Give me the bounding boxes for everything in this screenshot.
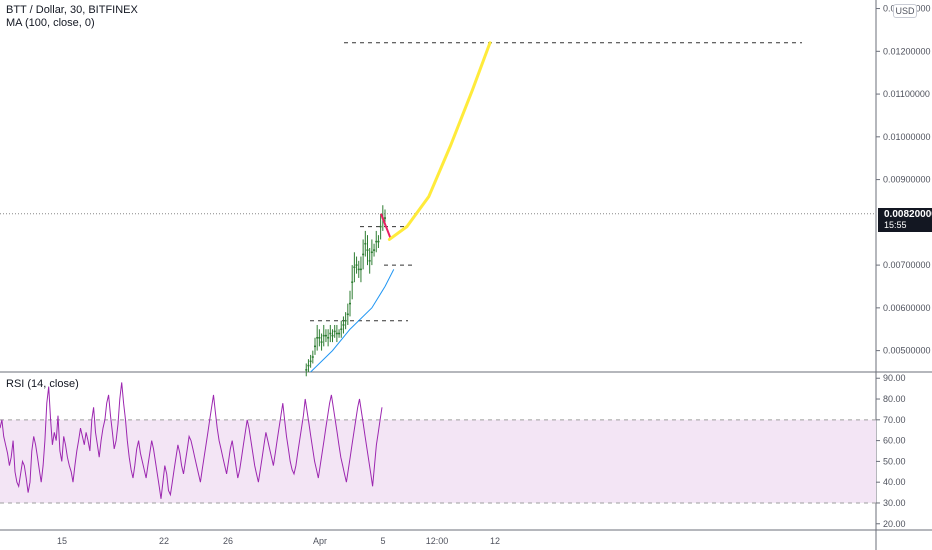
- price-tick-label: 0.01200000: [883, 46, 931, 56]
- rsi-tick-label: 40.00: [883, 477, 906, 487]
- time-tick-label: 22: [159, 536, 169, 546]
- rsi-line: [0, 382, 383, 499]
- price-tick-label: 0.00900000: [883, 175, 931, 185]
- pullback-arrow: [380, 213, 392, 240]
- ma-line: [310, 269, 395, 373]
- currency-button[interactable]: USD: [893, 4, 917, 18]
- price-tick-label: 0.01000000: [883, 132, 931, 142]
- time-tick-label: 12:00: [426, 536, 449, 546]
- price-tick-label: 0.00600000: [883, 303, 931, 313]
- symbol-title[interactable]: BTT / Dollar, 30, BITFINEX: [6, 4, 138, 16]
- time-tick-label: 5: [380, 536, 385, 546]
- price-tick-label: 0.01100000: [883, 89, 930, 99]
- time-tick-label: 12: [490, 536, 500, 546]
- time-tick-label: 15: [57, 536, 67, 546]
- price-tick-label: 0.00700000: [883, 260, 931, 270]
- rsi-legend[interactable]: RSI (14, close): [6, 378, 79, 390]
- projection-curve: [387, 41, 492, 241]
- ma-legend[interactable]: MA (100, close, 0): [6, 17, 95, 29]
- rsi-tick-label: 90.00: [883, 373, 906, 383]
- rsi-axis: 90.00 80.00 70.00 60.00 50.00 40.00 30.00 20.00: [876, 373, 906, 529]
- bar-countdown: 15:55: [884, 220, 907, 230]
- last-price-value: 0.00820000: [884, 209, 932, 220]
- rsi-tick-label: 50.00: [883, 456, 906, 466]
- rsi-tick-label: 20.00: [883, 519, 906, 529]
- rsi-tick-label: 60.00: [883, 436, 906, 446]
- time-tick-label: 26: [223, 536, 233, 546]
- rsi-panel: [0, 382, 876, 504]
- rsi-tick-label: 80.00: [883, 394, 906, 404]
- last-price-tag: 0.00820000 15:55: [878, 208, 932, 232]
- price-tick-label: 0.00500000: [883, 346, 931, 356]
- rsi-tick-label: 70.00: [883, 415, 906, 425]
- rsi-tick-label: 30.00: [883, 498, 906, 508]
- time-tick-label: Apr: [313, 536, 327, 546]
- rsi-band: [0, 419, 876, 503]
- price-axis: 0.013000000.012000000.011000000.01000000…: [876, 4, 931, 356]
- time-axis: 15 22 26 Apr 5 12:00 12: [57, 536, 500, 546]
